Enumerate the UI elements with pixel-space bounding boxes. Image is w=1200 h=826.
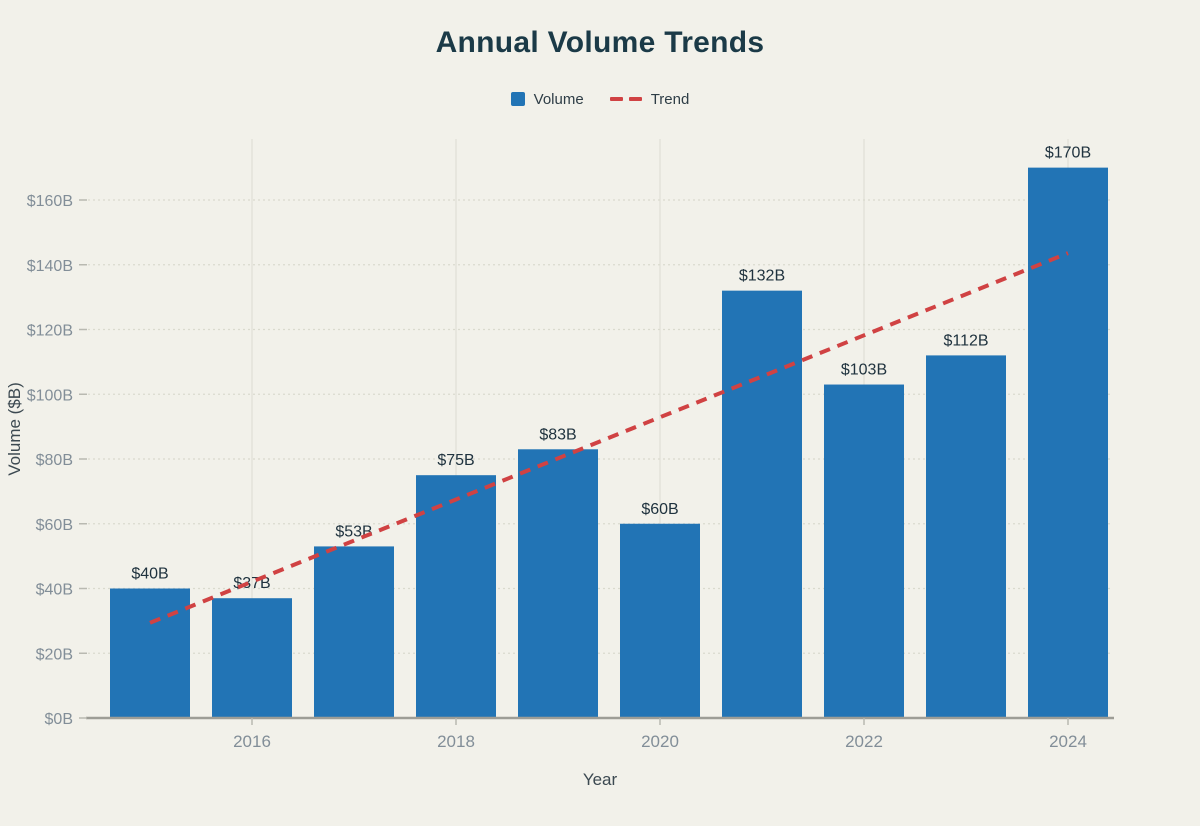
bar-value-label-2019: $83B (539, 426, 576, 443)
bar-chart: $40B$37B$53B$75B$83B$60B$132B$103B$112B$… (5, 139, 1114, 789)
y-tick-label: $140B (27, 258, 73, 275)
trend-line[interactable] (149, 251, 1069, 625)
bar-value-label-2020: $60B (641, 501, 678, 518)
legend-item-volume[interactable]: Volume (510, 90, 584, 108)
legend-item-trend[interactable]: Trend (609, 90, 690, 108)
bar-2016[interactable] (212, 598, 292, 718)
trend-dash-segment (628, 97, 642, 101)
bar-2023[interactable] (926, 355, 1006, 718)
legend-label-volume: Volume (533, 90, 584, 108)
x-tick-label-2018: 2018 (437, 732, 475, 751)
y-tick-label: $100B (27, 387, 73, 404)
bar-2024[interactable] (1028, 167, 1108, 718)
chart-page: Annual Volume Trends Volume Trend $40B $3… (0, 26, 1200, 826)
bar-value-label-2017: $53B (335, 523, 372, 540)
y-tick-label: $60B (36, 517, 73, 534)
bar-value-label-2022: $103B (841, 362, 887, 379)
bar-2020[interactable] (620, 523, 700, 718)
y-tick-label: $40B (36, 582, 73, 599)
bar-value-label-2024: $170B (1045, 145, 1091, 162)
trend-dash-segment (609, 97, 623, 101)
x-tick-label-2022: 2022 (845, 732, 883, 751)
y-tick-label: $20B (36, 646, 73, 663)
bar-2021[interactable] (722, 290, 802, 718)
bar-value-label-2015: $40B (131, 566, 168, 583)
trend-dash-icon (609, 97, 642, 101)
bar-2017[interactable] (314, 546, 394, 718)
bar-value-label-2021: $132B (739, 268, 785, 285)
volume-swatch-icon (510, 92, 525, 106)
bar-2019[interactable] (518, 449, 598, 718)
y-axis-title: Volume ($B) (5, 382, 24, 476)
y-tick-label: $0B (45, 711, 73, 728)
chart-title: Annual Volume Trends (435, 26, 765, 59)
x-tick-label-2016: 2016 (233, 732, 271, 751)
x-tick-label-2024: 2024 (1049, 732, 1087, 751)
bar-value-label-2023: $112B (943, 332, 988, 349)
y-tick-label: $160B (27, 193, 73, 210)
bar-value-label-2018: $75B (437, 452, 474, 469)
bar-2018[interactable] (416, 475, 496, 718)
y-tick-label: $80B (36, 452, 73, 469)
y-tick-label: $120B (27, 323, 73, 340)
x-tick-label-2020: 2020 (641, 732, 679, 751)
legend-label-trend: Trend (650, 90, 690, 108)
legend: Volume Trend (0, 90, 1200, 108)
bar-2015[interactable] (110, 588, 190, 719)
x-axis-title: Year (583, 770, 618, 789)
bar-2022[interactable] (824, 384, 904, 718)
